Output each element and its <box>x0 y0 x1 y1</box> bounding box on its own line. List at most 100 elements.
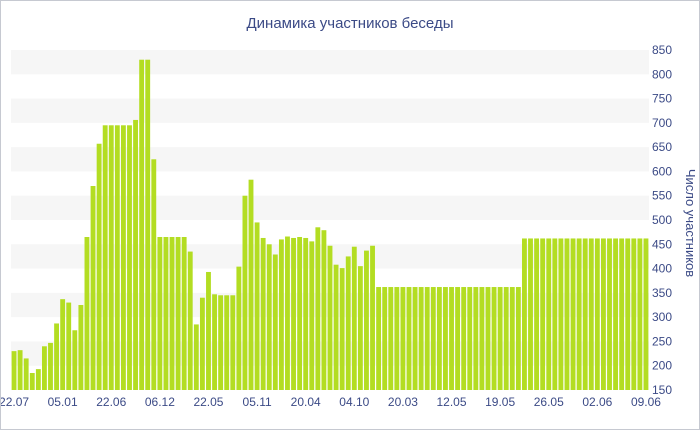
bar <box>145 59 151 391</box>
x-tick-labels: 22.07 05.01 22.06 06.12 22.05 05.11 20.04 04.10… <box>1 395 661 409</box>
bar <box>260 237 266 390</box>
bar <box>315 227 321 390</box>
bar <box>285 236 290 390</box>
bar <box>546 238 552 390</box>
y-tick-label: 800 <box>652 67 672 81</box>
bar <box>497 287 503 390</box>
bar <box>11 351 17 390</box>
bar <box>333 264 339 390</box>
bar <box>394 287 400 390</box>
x-tick-label: 04.10 <box>339 395 369 409</box>
bar <box>534 238 540 390</box>
x-tick-label: 22.05 <box>193 395 223 409</box>
bar <box>66 302 72 390</box>
bar <box>588 238 594 390</box>
bar <box>278 239 284 390</box>
bar <box>345 256 351 390</box>
x-tick-label: 22.07 <box>1 395 29 409</box>
bar <box>96 143 102 390</box>
bar <box>72 330 78 390</box>
bar <box>303 237 309 390</box>
bar <box>17 350 23 390</box>
bar <box>449 287 454 390</box>
x-tick-label: 19.05 <box>485 395 515 409</box>
bar <box>503 287 509 390</box>
bar <box>139 59 145 391</box>
bar <box>382 287 388 390</box>
chart-title: Динамика участников беседы <box>247 15 454 32</box>
bar <box>357 266 363 390</box>
bar <box>108 125 114 390</box>
bar <box>436 287 442 390</box>
bar <box>370 245 375 390</box>
grid-band <box>11 98 649 123</box>
bar <box>364 250 369 390</box>
y-axis-title: Число участников <box>683 169 698 277</box>
bar <box>48 342 53 390</box>
bar <box>254 222 260 390</box>
y-tick-label: 500 <box>652 213 672 227</box>
bar <box>637 238 643 390</box>
bar <box>461 287 467 390</box>
bar <box>418 287 424 390</box>
bar <box>406 287 412 390</box>
y-tick-label: 450 <box>652 237 672 251</box>
bar <box>424 287 430 390</box>
bar <box>321 230 327 390</box>
bar <box>388 287 394 390</box>
bar <box>151 159 157 390</box>
bar <box>181 237 187 390</box>
bar <box>570 238 576 390</box>
bar <box>169 237 175 390</box>
y-tick-label: 700 <box>652 116 672 130</box>
bar <box>515 287 521 390</box>
bar <box>607 238 612 390</box>
y-tick-label: 250 <box>652 334 672 348</box>
bar <box>540 238 546 390</box>
bar <box>339 268 345 390</box>
bar <box>619 238 625 390</box>
x-tick-label: 06.12 <box>145 395 175 409</box>
bar <box>485 287 491 390</box>
grid-band <box>11 50 649 75</box>
bar <box>631 238 637 390</box>
bar <box>309 241 315 390</box>
bar <box>491 287 497 390</box>
bar <box>157 237 163 390</box>
x-tick-label: 05.11 <box>243 395 272 409</box>
bar <box>479 287 485 390</box>
y-tick-label: 400 <box>652 262 672 276</box>
bar <box>199 297 205 390</box>
bar <box>594 238 600 390</box>
bar <box>552 238 558 390</box>
bar <box>114 125 120 390</box>
bar <box>400 287 406 390</box>
bar <box>224 295 230 390</box>
bar <box>467 287 473 390</box>
x-tick-label: 02.06 <box>582 395 612 409</box>
bar <box>41 346 47 390</box>
bar <box>582 238 588 390</box>
bar <box>291 237 296 390</box>
y-tick-label: 600 <box>652 164 672 178</box>
bar <box>455 287 461 390</box>
bar <box>102 125 108 390</box>
bar <box>266 244 272 390</box>
bar <box>35 369 41 390</box>
x-tick-label: 20.04 <box>291 395 321 409</box>
x-tick-label: 09.06 <box>631 395 661 409</box>
x-tick-label: 26.05 <box>534 395 564 409</box>
y-tick-label: 550 <box>652 189 672 203</box>
bar <box>187 251 193 390</box>
x-tick-label: 22.06 <box>96 395 126 409</box>
y-tick-label: 300 <box>652 310 672 324</box>
bar <box>528 238 533 390</box>
bar <box>212 294 217 390</box>
bar <box>127 125 132 390</box>
y-tick-label: 850 <box>652 43 672 57</box>
bar <box>376 287 382 390</box>
bar <box>90 186 96 390</box>
bar <box>230 295 236 390</box>
